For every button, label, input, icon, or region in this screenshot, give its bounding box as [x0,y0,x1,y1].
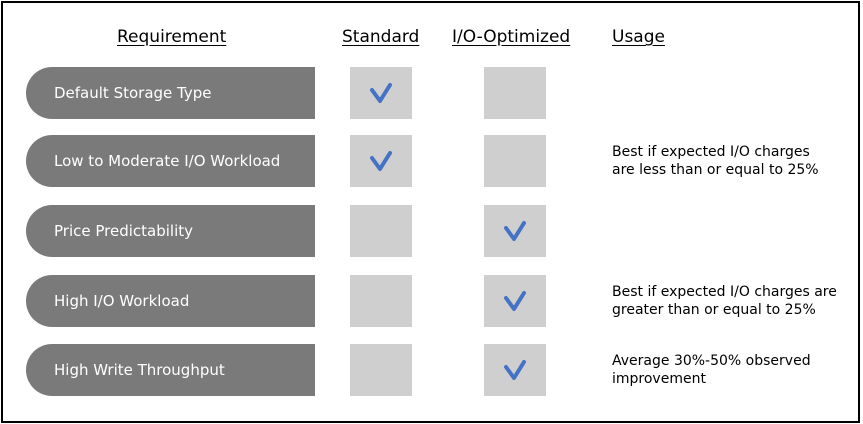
header-io-optimized: I/O-Optimized [452,27,571,47]
checkmark-icon [370,151,392,171]
requirement-pill: High Write Throughput [26,344,315,396]
checkmark-icon [504,291,526,311]
requirement-pill: Low to Moderate I/O Workload [26,135,315,187]
io-optimized-checkbox [484,67,546,119]
usage-note: Best if expected I/O charges are greater… [612,284,837,318]
io-optimized-checkbox [484,135,546,187]
checkmark-icon [504,360,526,380]
requirement-pill: Price Predictability [26,205,315,257]
requirement-pill: High I/O Workload [26,275,315,327]
standard-checkbox [350,67,412,119]
usage-note: Best if expected I/O charges are less th… [612,144,819,178]
standard-checkbox [350,135,412,187]
io-optimized-checkbox [484,205,546,257]
standard-checkbox [350,344,412,396]
standard-checkbox [350,205,412,257]
header-standard: Standard [342,27,420,47]
header-requirement: Requirement [117,27,227,47]
header-usage: Usage [612,27,665,47]
io-optimized-checkbox [484,275,546,327]
checkmark-icon [504,221,526,241]
io-optimized-checkbox [484,344,546,396]
usage-note: Average 30%-50% observed improvement [612,353,811,387]
standard-checkbox [350,275,412,327]
requirement-pill: Default Storage Type [26,67,315,119]
checkmark-icon [370,83,392,103]
